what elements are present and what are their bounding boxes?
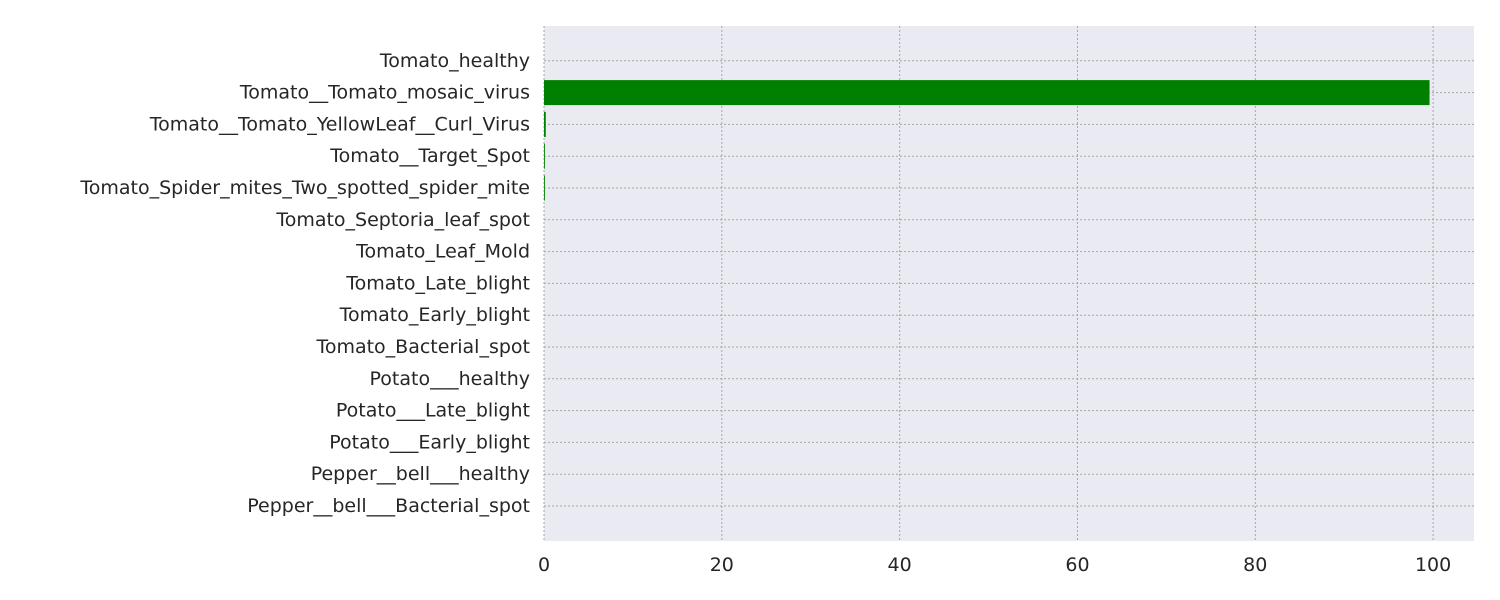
bar	[544, 143, 545, 169]
y-tick-label: Potato___Late_blight	[336, 400, 530, 422]
bar	[544, 175, 545, 201]
y-tick-label: Tomato__Tomato_YellowLeaf__Curl_Virus	[149, 113, 530, 135]
x-tick-label: 20	[710, 554, 734, 576]
y-tick-label: Tomato_Leaf_Mold	[355, 241, 530, 263]
bar	[544, 111, 546, 137]
x-tick-label: 0	[538, 554, 550, 576]
bar	[544, 80, 1430, 106]
y-tick-label: Tomato_Septoria_leaf_spot	[275, 209, 530, 231]
y-tick-label: Tomato_healthy	[379, 50, 530, 72]
y-tick-label: Potato___Early_blight	[329, 431, 530, 453]
y-tick-label: Tomato__Target_Spot	[329, 145, 530, 167]
y-tick-label: Pepper__bell___Bacterial_spot	[247, 495, 530, 517]
y-tick-label: Tomato_Early_blight	[339, 304, 530, 326]
x-tick-label: 60	[1065, 554, 1089, 576]
y-tick-label: Tomato__Tomato_mosaic_virus	[239, 82, 530, 104]
x-tick-labels: 0 20 40 60 80 100	[538, 554, 1451, 576]
y-tick-label: Potato___healthy	[370, 368, 530, 390]
x-tick-label: 80	[1243, 554, 1267, 576]
x-tick-label: 100	[1415, 554, 1451, 576]
y-tick-label: Tomato_Bacterial_spot	[315, 336, 530, 358]
bars	[544, 80, 1430, 201]
y-tick-labels: Pepper__bell___Bacterial_spot Pepper__bel…	[79, 50, 530, 517]
y-tick-label: Tomato_Late_blight	[345, 272, 530, 294]
y-tick-label: Pepper__bell___healthy	[311, 463, 530, 485]
x-tick-label: 40	[888, 554, 912, 576]
y-tick-label: Tomato_Spider_mites_Two_spotted_spider_m…	[79, 177, 530, 199]
